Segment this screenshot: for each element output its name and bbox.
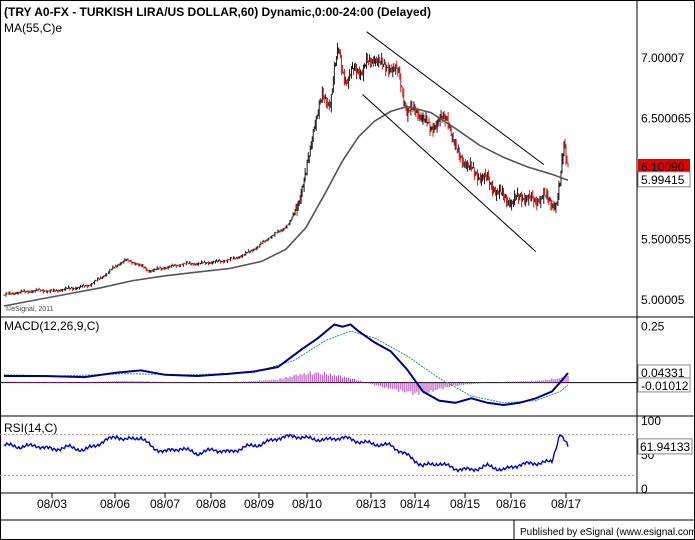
macd-label: MACD(12,26,9,C) — [4, 319, 99, 333]
date-tick-label: 08/03 — [37, 497, 67, 511]
price-tick-label: 5.500055 — [641, 232, 691, 246]
price-tick-label: 5.00005 — [641, 293, 685, 307]
channel-upper-line — [366, 31, 545, 166]
rsi-line — [3, 433, 569, 473]
date-tick-label: 08/09 — [244, 497, 274, 511]
macd-line — [4, 323, 569, 407]
ma-value-label: 5.99415 — [641, 173, 685, 187]
macd-tick-label: 0.25 — [641, 320, 665, 334]
price-tick-label: 7.00007 — [641, 51, 685, 65]
date-tick-label: 08/10 — [292, 497, 322, 511]
published-by: Published by eSignal (www.esignal.com) — [520, 527, 695, 538]
macd-panel — [0, 323, 637, 407]
price-panel — [3, 31, 569, 307]
price-tick-label: 6.500065 — [641, 112, 691, 126]
rsi-tick-label: 100 — [641, 414, 661, 428]
channel-lower-line — [362, 94, 537, 252]
ma-value-badge — [637, 171, 691, 188]
axes: 7.00007 6.500065 5.500055 5.00005 6.100905.9… — [37, 51, 693, 511]
date-tick-label: 08/16 — [496, 497, 526, 511]
rsi-value-badge — [637, 438, 693, 455]
rsi-panel — [0, 433, 637, 476]
rsi-label: RSI(14,C) — [4, 421, 57, 435]
date-tick-label: 08/13 — [356, 497, 386, 511]
last-price-label: 6.10090 — [641, 160, 685, 174]
rsi-tick-label: 0 — [641, 482, 648, 496]
date-tick-label: 08/17 — [551, 497, 581, 511]
date-tick-label: 08/07 — [150, 497, 180, 511]
date-tick-label: 08/14 — [400, 497, 430, 511]
copyright-text: ©eSignal, 2011 — [6, 305, 54, 313]
signal-value-badge — [637, 377, 691, 393]
date-tick-label: 08/15 — [450, 497, 480, 511]
macd-value-label: 0.04331 — [641, 366, 685, 380]
date-tick-label: 08/06 — [100, 497, 130, 511]
rsi-value-label: 61.94133 — [640, 440, 690, 454]
chart-title: (TRY A0-FX - TURKISH LIRA/US DOLLAR,60) … — [4, 5, 431, 19]
ma-label: MA(55,C)e — [4, 21, 62, 35]
signal-value-label: -0.01012 — [641, 379, 689, 393]
date-tick-label: 08/08 — [196, 497, 226, 511]
ma-line — [3, 105, 569, 307]
last-price-badge — [638, 158, 690, 174]
